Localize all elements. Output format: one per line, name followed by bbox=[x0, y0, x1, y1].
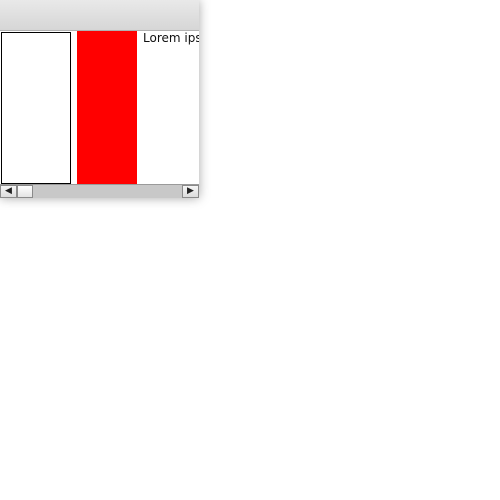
white-bordered-box bbox=[1, 32, 71, 184]
scroll-right-icon[interactable]: ▶ bbox=[182, 185, 199, 198]
lorem-text: Lorem ipsum bbox=[143, 31, 199, 45]
title-bar[interactable] bbox=[0, 0, 199, 31]
scroll-left-icon[interactable]: ◀ bbox=[0, 185, 17, 198]
scrollbar-thumb[interactable] bbox=[17, 185, 33, 198]
app-window: Lorem ipsum ◀ ▶ bbox=[0, 0, 199, 198]
horizontal-scrollbar[interactable]: ◀ ▶ bbox=[0, 184, 199, 198]
content-viewport: Lorem ipsum bbox=[0, 31, 199, 184]
red-box bbox=[77, 31, 137, 184]
